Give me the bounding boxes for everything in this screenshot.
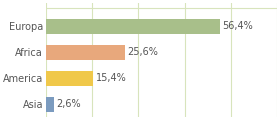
Bar — [46, 71, 93, 86]
Text: 25,6%: 25,6% — [127, 47, 158, 57]
Bar — [46, 97, 54, 112]
Bar — [46, 45, 125, 60]
Bar — [46, 19, 220, 34]
Text: 2,6%: 2,6% — [56, 99, 81, 109]
Text: 15,4%: 15,4% — [96, 73, 127, 83]
Text: 56,4%: 56,4% — [222, 21, 253, 31]
